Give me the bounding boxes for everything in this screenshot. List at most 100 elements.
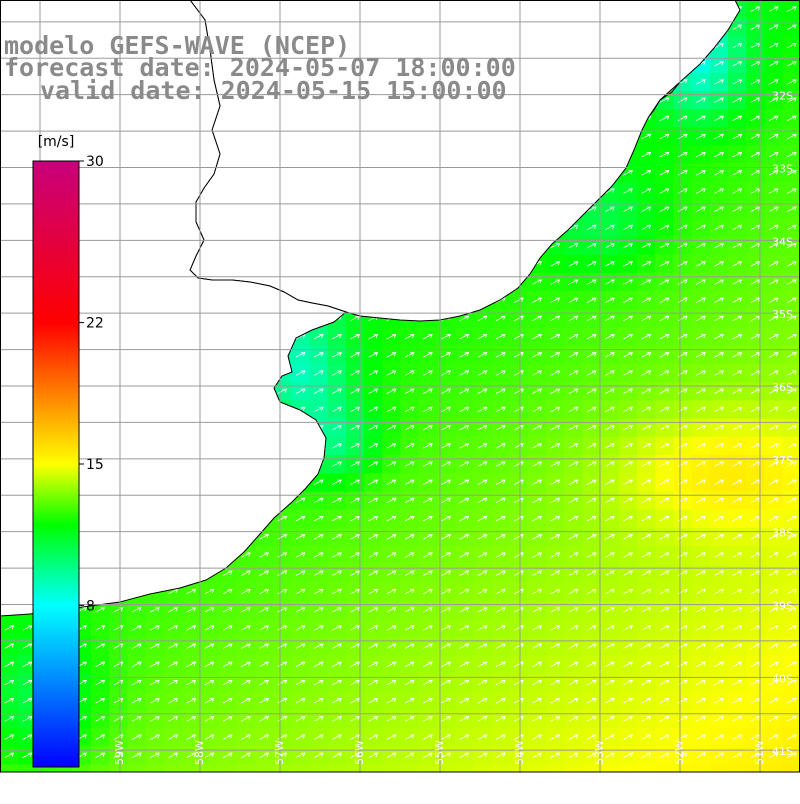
wind-speed-cell [746, 273, 765, 292]
wind-speed-cell [673, 273, 693, 292]
wind-speed-cell [509, 327, 529, 347]
wind-arrow [495, 588, 506, 595]
wind-arrow [732, 734, 743, 740]
wind-arrow [787, 497, 797, 504]
wind-arrow [623, 515, 634, 522]
wind-speed-cell [582, 527, 602, 547]
wind-arrow [659, 297, 670, 303]
wind-arrow [605, 607, 615, 613]
wind-arrow [732, 151, 743, 158]
wind-speed-cell [764, 546, 784, 565]
wind-arrow [768, 716, 779, 722]
wind-speed-cell [618, 491, 638, 511]
wind-speed-cell [436, 473, 456, 492]
wind-arrow [350, 424, 361, 431]
wind-speed-cell [546, 254, 565, 274]
wind-arrow [696, 151, 706, 158]
wind-speed-cell [400, 327, 420, 347]
wind-arrow [714, 315, 725, 322]
wind-arrow [696, 333, 706, 340]
wind-arrow [332, 552, 342, 558]
wind-arrow [277, 515, 288, 522]
wind-speed-cell [673, 345, 693, 365]
wind-speed-cell [728, 273, 747, 292]
wind-arrow [714, 170, 725, 176]
wind-speed-cell [618, 182, 638, 201]
wind-speed-cell [491, 400, 511, 420]
wind-arrow [714, 661, 725, 667]
wind-arrow [404, 443, 415, 449]
wind-arrow [368, 479, 379, 485]
wind-arrow [514, 315, 524, 322]
wind-arrow [368, 607, 379, 613]
wind-arrow [277, 625, 288, 631]
wind-arrow [714, 424, 725, 431]
wind-arrow [550, 406, 561, 413]
wind-arrow [787, 133, 797, 140]
wind-arrow [423, 388, 433, 394]
wind-arrow [768, 133, 779, 140]
wind-arrow [605, 424, 615, 431]
wind-speed-cell [746, 764, 765, 772]
wind-speed-cell [709, 418, 729, 438]
wind-speed-cell [655, 364, 674, 383]
wind-speed-cell [345, 491, 365, 511]
wind-arrow [768, 261, 779, 267]
wind-speed-cell [600, 564, 620, 583]
wind-arrow [313, 716, 324, 722]
wind-arrow [586, 370, 597, 376]
wind-arrow [641, 570, 652, 576]
wind-speed-cell [109, 764, 128, 772]
wind-arrow [532, 552, 543, 558]
land-south [0, 0, 348, 617]
wind-arrow [659, 242, 670, 249]
wind-speed-cell [691, 200, 711, 219]
wind-speed-cell [764, 455, 784, 474]
wind-speed-cell [691, 236, 711, 256]
wind-arrow [732, 242, 743, 249]
wind-arrow [768, 170, 779, 176]
wind-arrow [623, 570, 634, 576]
wind-arrow [586, 643, 597, 649]
wind-speed-cell [637, 546, 656, 565]
wind-arrow [568, 643, 579, 649]
wind-speed-cell [728, 345, 747, 365]
wind-speed-cell [764, 345, 784, 365]
wind-arrow [659, 206, 670, 212]
wind-arrow [605, 370, 615, 376]
wind-speed-cell [564, 546, 583, 565]
wind-speed-cell [637, 182, 656, 201]
wind-arrow [95, 698, 106, 704]
wind-arrow [259, 534, 270, 540]
wind-speed-cell [728, 418, 747, 438]
wind-arrow [495, 734, 506, 740]
wind-speed-cell [400, 509, 420, 529]
wind-speed-cell [655, 163, 674, 183]
wind-speed-cell [709, 436, 729, 456]
wind-arrow [768, 224, 779, 231]
wind-speed-cell [673, 491, 693, 511]
wind-speed-cell [345, 455, 365, 474]
wind-speed-cell [527, 382, 547, 401]
wind-speed-cell [527, 564, 547, 583]
wind-arrow [732, 534, 743, 540]
wind-arrow [441, 752, 452, 758]
wind-arrow [641, 261, 652, 267]
wind-arrow [532, 352, 543, 358]
wind-speed-cell [709, 236, 729, 256]
wind-arrow [459, 388, 470, 394]
wind-arrow [386, 515, 397, 522]
wind-arrow [696, 115, 706, 121]
wind-arrow [277, 570, 288, 576]
wind-speed-cell [0, 764, 19, 772]
wind-arrow [332, 679, 342, 686]
wind-speed-cell [309, 527, 329, 547]
wind-speed-cell [655, 509, 674, 529]
wind-arrow [332, 333, 342, 340]
wind-speed-cell [418, 382, 438, 401]
wind-arrow [568, 443, 579, 449]
wind-speed-cell [473, 364, 492, 383]
wind-arrow [495, 443, 506, 449]
wind-arrow [368, 625, 379, 631]
wind-speed-cell [637, 436, 656, 456]
